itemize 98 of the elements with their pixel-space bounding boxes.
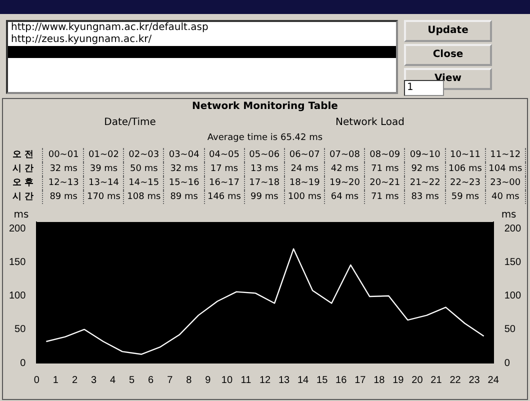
- x-tick-label: 7: [167, 374, 174, 386]
- text: 71 ms: [365, 162, 406, 176]
- y-axis-title: ms: [14, 210, 29, 221]
- text: 106 ms: [446, 162, 486, 176]
- text: 22~23: [446, 176, 486, 190]
- text: 15~16: [164, 176, 205, 190]
- text: 19~20: [325, 176, 366, 190]
- x-tick-label: 22: [450, 374, 462, 386]
- text: 50 ms: [124, 162, 164, 176]
- y2-tick-label: 100: [504, 290, 522, 302]
- x-tick-label: 10: [221, 374, 233, 386]
- y-tick-label: 100: [8, 290, 26, 302]
- text: 09~10: [406, 148, 446, 162]
- text: 92 ms: [406, 162, 446, 176]
- y2-axis-title: ms: [501, 210, 516, 221]
- text: 오 후: [4, 176, 43, 190]
- text: Date/Time: [103, 117, 157, 128]
- x-tick-label: 1: [52, 374, 59, 386]
- text: 시 간: [4, 162, 43, 176]
- text: 16~17: [204, 176, 245, 190]
- y-tick-label: 50: [14, 324, 26, 336]
- text: 21~22: [406, 176, 446, 190]
- y-tick-label: 150: [8, 257, 26, 268]
- x-tick-label: 20: [412, 374, 424, 386]
- y2-tick-label: 200: [504, 223, 522, 234]
- x-tick-label: 6: [148, 374, 154, 386]
- text: 20~21: [365, 176, 406, 190]
- x-tick-label: 23: [468, 374, 480, 386]
- y2-tick-label: 150: [504, 257, 522, 268]
- text: Network Load: [334, 117, 406, 128]
- text: 03~04: [164, 148, 205, 162]
- text: 06~07: [285, 148, 326, 162]
- x-tick-label: 16: [336, 374, 348, 386]
- text: 32 ms: [164, 162, 205, 176]
- x-tick-label: 17: [354, 374, 366, 386]
- text: 100 ms: [285, 190, 326, 204]
- text: 23~00: [486, 176, 526, 190]
- x-tick-label: 2: [72, 374, 78, 386]
- x-tick-label: 11: [240, 374, 252, 386]
- text: 40 ms: [486, 190, 526, 204]
- text: 13~14: [84, 176, 124, 190]
- text: View: [434, 73, 462, 84]
- text: 10~11: [446, 148, 486, 162]
- y-tick-label: 200: [8, 223, 26, 234]
- x-tick-label: 8: [186, 374, 192, 386]
- text: 170 ms: [84, 190, 124, 204]
- x-tick-label: 18: [374, 374, 386, 386]
- text: 1: [407, 82, 414, 93]
- text: 83 ms: [406, 190, 446, 204]
- text: 32 ms: [44, 162, 84, 176]
- y2-tick-label: 0: [504, 358, 510, 369]
- text: 64 ms: [325, 190, 366, 204]
- y-tick-label: 0: [20, 358, 26, 369]
- text: 104 ms: [486, 162, 526, 176]
- text: 42 ms: [325, 162, 366, 176]
- text: 02~03: [124, 148, 164, 162]
- text: 04~05: [204, 148, 245, 162]
- x-tick-label: 5: [129, 374, 136, 386]
- x-tick-label: 12: [259, 374, 271, 386]
- x-tick-label: 3: [90, 374, 97, 386]
- text: 146 ms: [204, 190, 245, 204]
- text: 시 간: [4, 190, 43, 204]
- x-tick-label: 15: [316, 374, 328, 386]
- text: 59 ms: [446, 190, 486, 204]
- x-tick-label: 21: [430, 374, 442, 386]
- text: 12~13: [44, 176, 84, 190]
- text: Average time is 65.42 ms: [206, 133, 324, 143]
- text: 14~15: [124, 176, 164, 190]
- y2-tick-label: 50: [504, 324, 516, 336]
- text: Update: [404, 20, 492, 42]
- text: 89 ms: [164, 190, 205, 204]
- text: 89 ms: [44, 190, 84, 204]
- text: 17~18: [244, 176, 285, 190]
- x-tick-label: 24: [488, 374, 500, 386]
- text: 17 ms: [204, 162, 245, 176]
- x-tick-label: 19: [392, 374, 404, 386]
- text: Close: [404, 44, 492, 66]
- x-tick-label: 13: [278, 374, 290, 386]
- text: 오 전: [4, 148, 43, 162]
- text: 39 ms: [84, 162, 124, 176]
- text: 99 ms: [244, 190, 285, 204]
- text: 07~08: [325, 148, 366, 162]
- x-tick-label: 14: [297, 374, 310, 386]
- text: 108 ms: [124, 190, 164, 204]
- text: 11~12: [486, 148, 526, 162]
- text: 24 ms: [285, 162, 326, 176]
- text: 18~19: [285, 176, 326, 190]
- list-box: http://www.kyungnam.ac.kr/default.asp http://zeus.kyungnam.ac.kr/: [6, 20, 398, 94]
- x-tick-label: 9: [205, 374, 212, 386]
- text: 00~01: [44, 148, 84, 162]
- x-tick-label: 0: [34, 374, 40, 386]
- chart-title: Network Monitoring Table: [191, 101, 339, 112]
- text: 08~09: [365, 148, 406, 162]
- text: 01~02: [84, 148, 124, 162]
- text: 05~06: [244, 148, 285, 162]
- text: 13 ms: [244, 162, 285, 176]
- x-tick-label: 4: [110, 374, 116, 386]
- text: 71 ms: [365, 190, 406, 204]
